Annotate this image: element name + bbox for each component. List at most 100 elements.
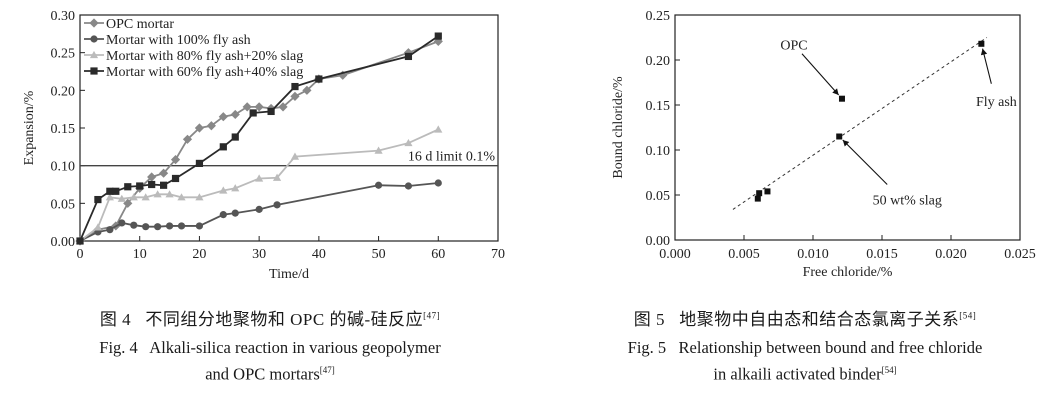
fig4-en-ref: [47] bbox=[319, 365, 335, 375]
data-point-series-2 bbox=[106, 226, 114, 234]
data-point-series-3 bbox=[105, 193, 114, 201]
chloride-chart: 0.000 0.005 0.010 0.015 0.020 0.025 0.00 0.05 0.… bbox=[611, 9, 1036, 280]
fig5-caption: 图 5 地聚物中自由态和结合态氯离子关系[54] Fig. 5 Relation… bbox=[570, 305, 1040, 386]
limit-line-label: 16 d limit 0.1% bbox=[408, 150, 495, 165]
data-point-series-3 bbox=[404, 138, 413, 147]
y-tick-label: 0.00 bbox=[646, 234, 671, 249]
x-tick-label: 30 bbox=[252, 247, 266, 262]
data-point-series-1 bbox=[302, 85, 312, 95]
data-point-series-2 bbox=[195, 222, 204, 230]
fig4-en-line2: and OPC mortars bbox=[205, 364, 320, 384]
annotation-arrowhead bbox=[832, 88, 839, 95]
data-point-series-1 bbox=[290, 91, 300, 101]
data-point-series-2 bbox=[154, 223, 162, 231]
data-point-series-4 bbox=[124, 183, 132, 191]
legend-marker bbox=[89, 50, 99, 59]
fig5-en-line1: Relationship between bound and free chlo… bbox=[678, 338, 983, 357]
data-point-series-3 bbox=[272, 173, 282, 181]
x-tick-label: 0 bbox=[77, 247, 84, 262]
legend-marker bbox=[90, 35, 98, 43]
data-point-series-4 bbox=[136, 182, 144, 190]
data-point-series-4 bbox=[231, 133, 239, 141]
data-point-series-4 bbox=[148, 180, 156, 189]
data-point-series-3 bbox=[117, 194, 126, 202]
annotation-arrowhead bbox=[842, 140, 850, 147]
data-point-series-3 bbox=[93, 223, 103, 231]
data-point-series-1 bbox=[182, 134, 193, 144]
data-point-series-1 bbox=[159, 168, 169, 178]
y-tick-label: 0.20 bbox=[51, 84, 76, 99]
y-tick-label: 0.15 bbox=[646, 99, 671, 114]
data-point-series-2 bbox=[142, 223, 150, 231]
y-tick-label: 0.10 bbox=[646, 144, 671, 159]
x-tick-label: 50 bbox=[372, 247, 386, 262]
data-point-series-4 bbox=[291, 82, 299, 91]
y-tick-label: 0.30 bbox=[51, 9, 76, 24]
x-tick-label: 0.020 bbox=[935, 247, 967, 262]
data-point-series-3 bbox=[165, 190, 174, 198]
data-point-series-3 bbox=[129, 193, 138, 201]
x-tick-label: 0.000 bbox=[659, 247, 691, 262]
data-point-series-2 bbox=[404, 182, 413, 190]
expansion-chart: 0 10 20 30 40 50 60 70 0.00 0.05 0.10 0.15 0.20 0.25 0… bbox=[22, 9, 505, 282]
x-tick-label: 40 bbox=[312, 247, 326, 262]
legend-marker bbox=[89, 18, 99, 28]
data-point-series-2 bbox=[231, 209, 239, 217]
data-point bbox=[978, 40, 985, 47]
data-point-series-4 bbox=[94, 195, 102, 204]
data-point-series-1 bbox=[242, 102, 252, 112]
data-point-series-1 bbox=[218, 112, 228, 122]
data-point-series-1 bbox=[206, 121, 216, 131]
trend-line bbox=[732, 37, 988, 210]
x-tick-label: 0.015 bbox=[866, 247, 898, 262]
fig5-caption-en: Fig. 5 Relationship between bound and fr… bbox=[570, 337, 1040, 386]
x-tick-label: 0.005 bbox=[728, 247, 760, 262]
legend-label: Mortar with 60% fly ash+40% slag bbox=[106, 65, 303, 80]
fig5-cn-label: 图 5 bbox=[633, 310, 665, 329]
fig4-en-label: Fig. 4 bbox=[99, 338, 138, 357]
x-tick-label: 70 bbox=[491, 247, 505, 262]
data-point-series-4 bbox=[106, 187, 114, 195]
data-point-series-3 bbox=[153, 190, 162, 198]
data-point-series-4 bbox=[160, 181, 168, 189]
fig4-caption: 图 4 不同组分地聚物和 OPC 的碱-硅反应[47] Fig. 4 Alkal… bbox=[20, 305, 520, 386]
y-tick-label: 0.05 bbox=[646, 189, 671, 204]
y-tick-label: 0.20 bbox=[646, 54, 671, 69]
data-point-series-3 bbox=[231, 184, 240, 192]
y-tick-label: 0.00 bbox=[51, 235, 76, 250]
legend-marker bbox=[90, 67, 98, 75]
data-point-series-2 bbox=[273, 201, 281, 209]
legend-label: Mortar with 80% fly ash+20% slag bbox=[106, 49, 303, 64]
data-point-series-2 bbox=[434, 179, 442, 187]
data-point bbox=[754, 195, 761, 202]
annotation-arrow bbox=[842, 139, 888, 185]
x-tick-label: 60 bbox=[431, 247, 445, 262]
legend-label: Mortar with 100% fly ash bbox=[106, 33, 251, 48]
data-point-series-1 bbox=[230, 109, 240, 120]
data-point-series-4 bbox=[219, 143, 227, 151]
data-point-series-2 bbox=[177, 222, 186, 230]
fig5-en-line2: in alkaili activated binder bbox=[713, 364, 882, 384]
fig4-caption-cn: 图 4 不同组分地聚物和 OPC 的碱-硅反应[47] bbox=[20, 305, 520, 330]
plot-frame bbox=[674, 14, 1021, 241]
annotation-label: Fly ash bbox=[976, 95, 1017, 110]
data-point-series-2 bbox=[165, 222, 174, 230]
fig5-caption-cn: 图 5 地聚物中自由态和结合态氯离子关系[54] bbox=[570, 305, 1040, 330]
annotation-label: OPC bbox=[780, 39, 807, 54]
data-point-series-1 bbox=[170, 155, 181, 165]
y-axis-label: Expansion/% bbox=[22, 90, 37, 165]
data-point-series-4 bbox=[76, 237, 84, 245]
data-point-series-2 bbox=[219, 211, 227, 219]
data-point-series-3 bbox=[195, 193, 204, 201]
y-tick-label: 0.15 bbox=[51, 122, 76, 137]
data-point-series-2 bbox=[255, 205, 263, 213]
data-point-series-2 bbox=[118, 219, 126, 227]
data-point-series-4 bbox=[112, 187, 120, 195]
data-point-series-4 bbox=[195, 159, 204, 168]
fig4-cn-ref: [47] bbox=[423, 310, 441, 321]
fig5-en-ref: [54] bbox=[881, 365, 897, 375]
y-axis-label: Bound chloride/% bbox=[611, 76, 626, 179]
y-tick-label: 0.05 bbox=[51, 197, 76, 212]
data-point-series-2 bbox=[130, 221, 138, 229]
data-point-series-1 bbox=[254, 102, 264, 112]
